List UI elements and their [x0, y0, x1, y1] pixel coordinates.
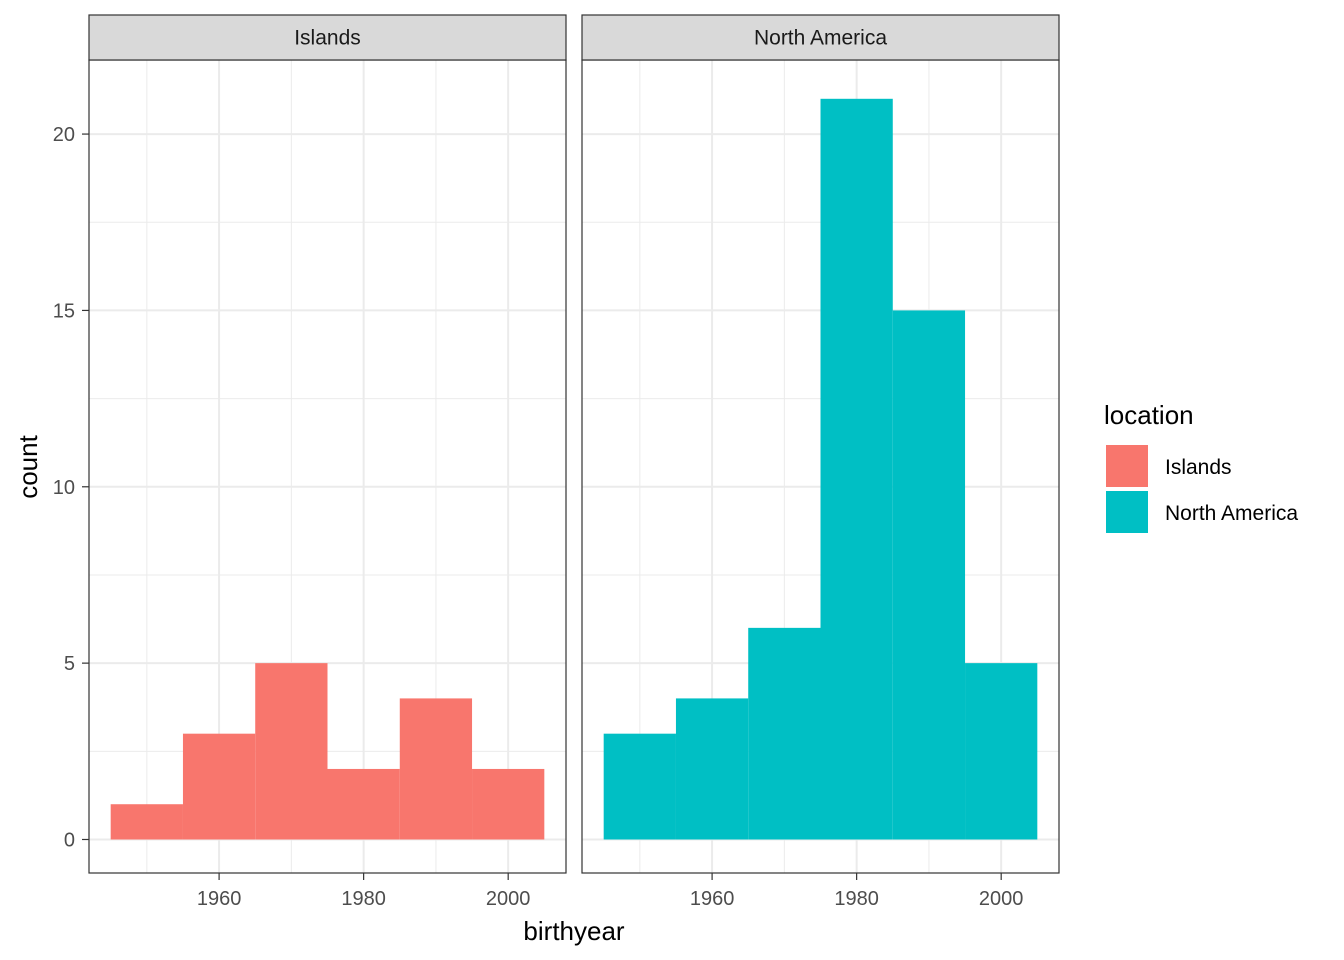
- legend-label: Islands: [1165, 456, 1232, 479]
- y-axis: 0 5 10 15 20: [53, 124, 89, 851]
- facet-strip: [88, 14, 567, 61]
- x-tick-label: 1980: [834, 888, 879, 910]
- y-tick-label: 5: [64, 653, 75, 675]
- x-axis-title: birthyear: [523, 916, 624, 946]
- y-tick-label: 20: [53, 124, 75, 146]
- y-tick-label: 15: [53, 300, 75, 322]
- y-tick-label: 0: [64, 829, 75, 851]
- x-tick-label: 1960: [690, 888, 735, 910]
- legend: location Islands North America: [1104, 400, 1298, 533]
- facet-panel: North America 1960 1980 2000: [581, 14, 1060, 910]
- legend-title: location: [1104, 400, 1194, 430]
- histogram-bar: [603, 733, 676, 840]
- x-tick-label: 1960: [197, 888, 242, 910]
- legend-key: [1106, 491, 1148, 533]
- histogram-bar: [327, 768, 400, 840]
- histogram-bar: [675, 698, 749, 840]
- histogram-bar: [110, 804, 183, 840]
- histogram-bar: [472, 768, 545, 840]
- histogram-bar: [399, 698, 473, 840]
- histogram-bar: [820, 98, 893, 840]
- histogram-bar: [255, 663, 328, 840]
- facet-panel: Islands 1960 1980 2000: [88, 14, 567, 910]
- facet-strip-label: Islands: [294, 27, 361, 50]
- facet-panels: Islands 1960 1980 2000 North America 1960 1980…: [88, 14, 1060, 910]
- histogram-bar: [182, 733, 256, 840]
- histogram-bar: [892, 310, 966, 840]
- y-tick-label: 10: [53, 477, 75, 499]
- y-axis-title: count: [13, 434, 43, 498]
- x-tick-label: 2000: [979, 888, 1024, 910]
- legend-label: North America: [1165, 502, 1298, 525]
- x-tick-label: 1980: [341, 888, 386, 910]
- facet-strip-label: North America: [754, 27, 887, 50]
- facet-strip: [581, 14, 1060, 61]
- histogram-bar: [965, 663, 1038, 840]
- legend-key: [1106, 445, 1148, 487]
- x-tick-label: 2000: [486, 888, 531, 910]
- histogram-bar: [748, 627, 821, 840]
